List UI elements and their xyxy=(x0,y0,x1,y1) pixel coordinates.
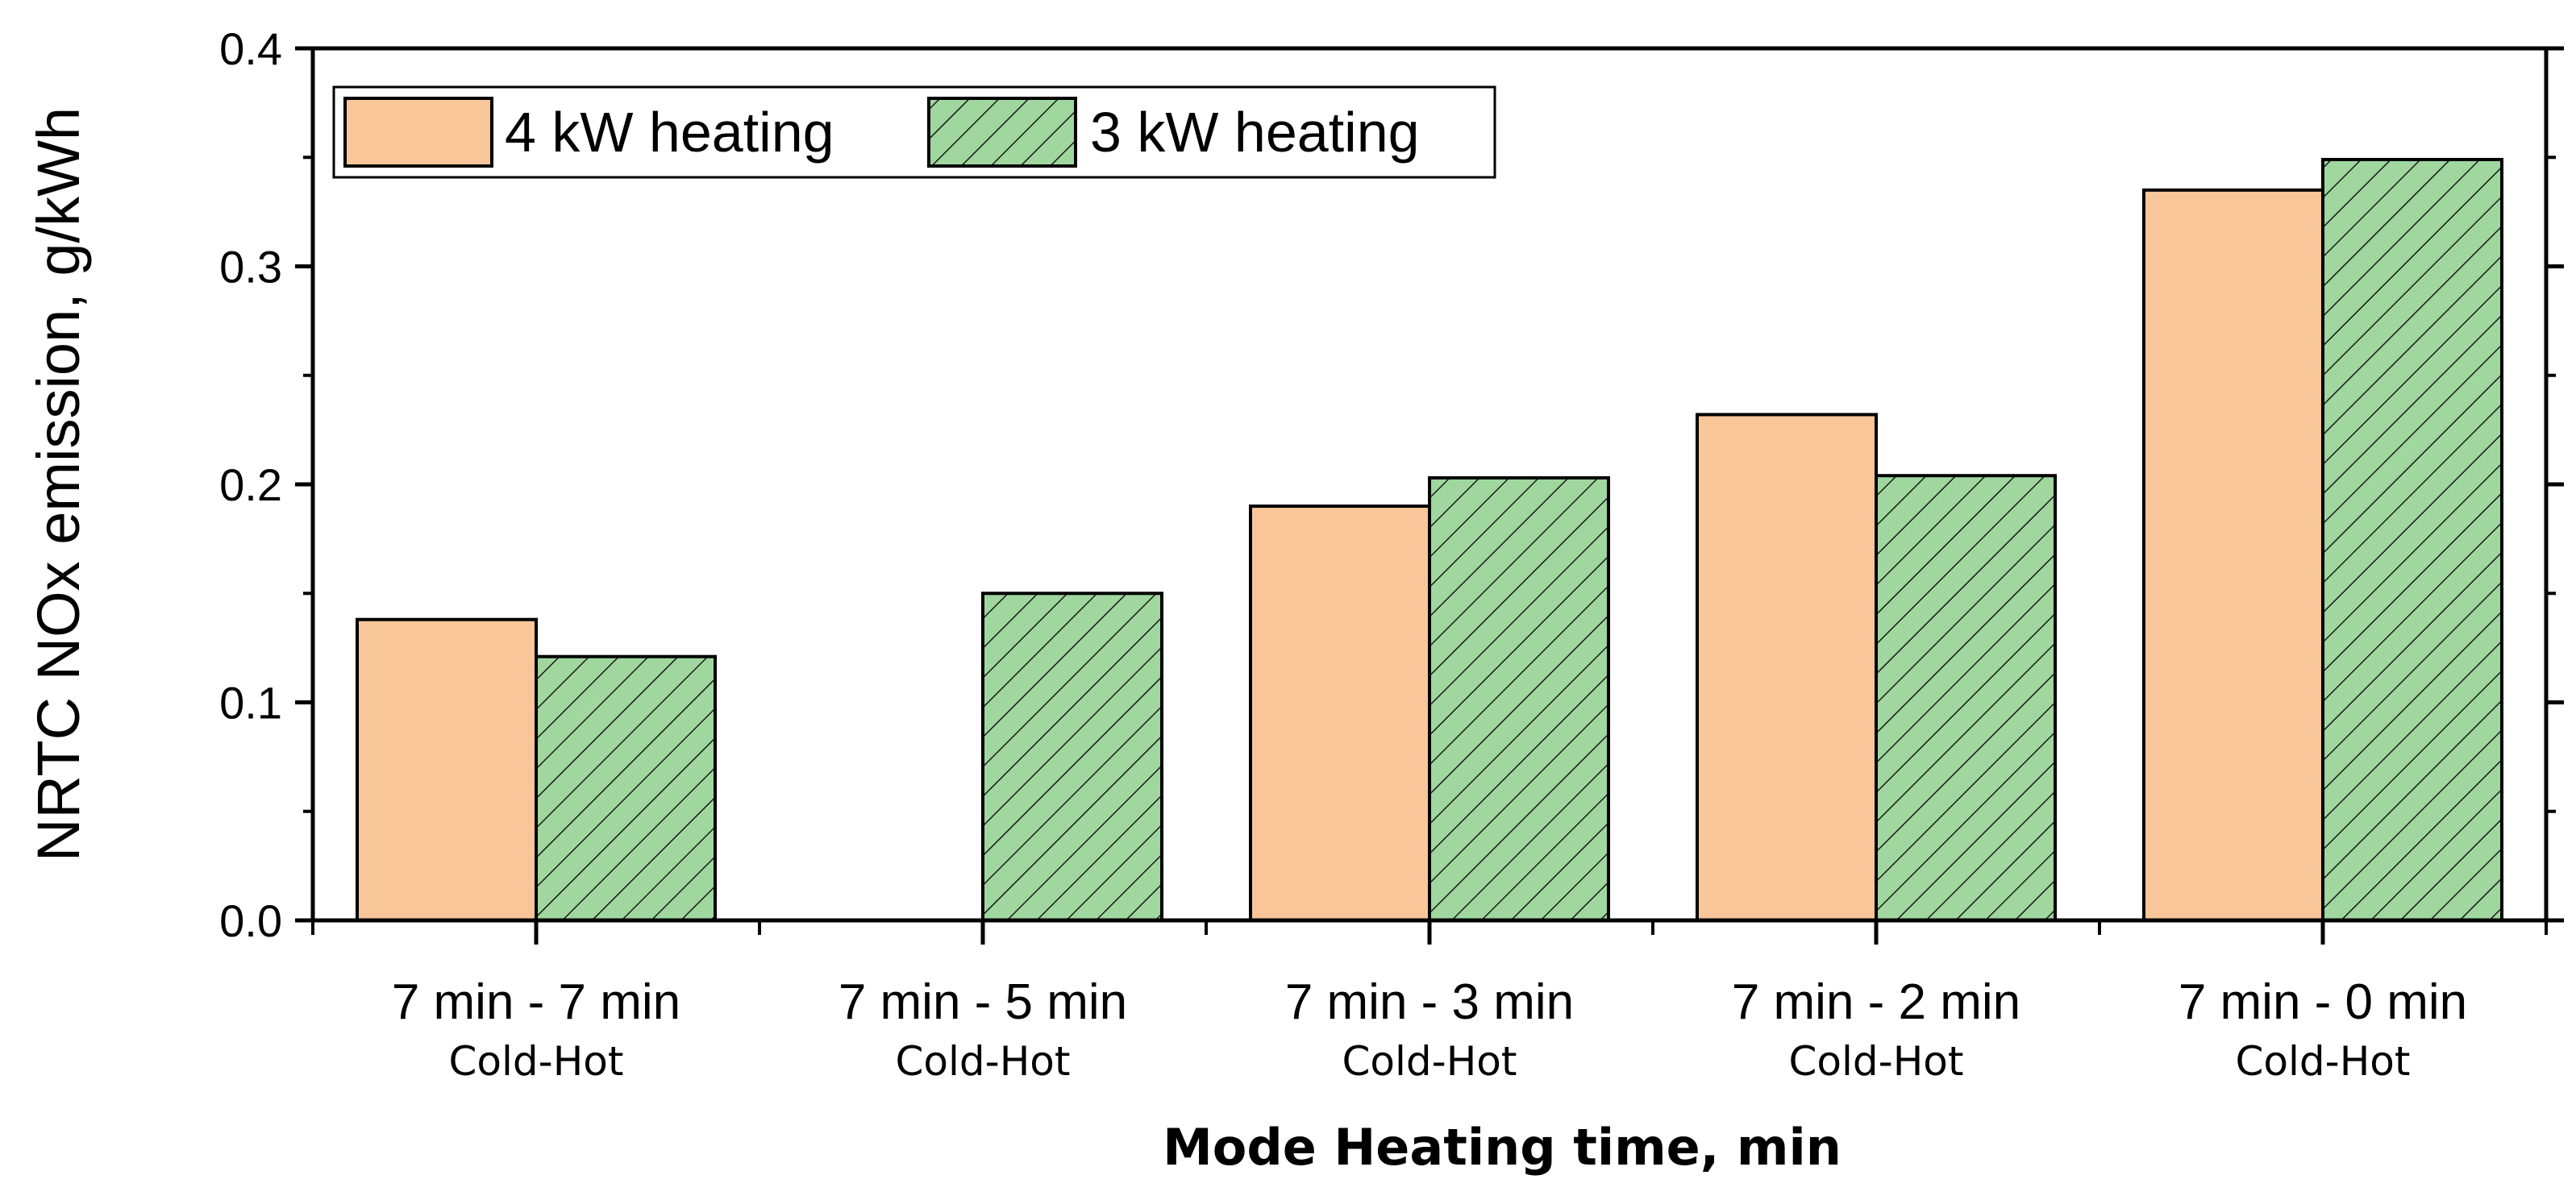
legend-box xyxy=(332,85,1496,179)
x-category-sublabel: Cold-Hot xyxy=(2236,1038,2411,1085)
legend-label-4kw: 4 kW heating xyxy=(505,101,834,164)
y-tick-label: 0.4 xyxy=(219,23,282,74)
x-category-sublabel: Cold-Hot xyxy=(449,1038,624,1085)
legend-swatch-4kw xyxy=(343,97,493,168)
y-tick-label: 0.3 xyxy=(219,242,282,293)
x-axis-title: Mode Heating time, min xyxy=(1163,1118,1841,1177)
y-tick-label: 0.2 xyxy=(219,459,282,510)
x-category-label: 7 min - 3 min xyxy=(1285,974,1574,1030)
x-category-label: 7 min - 5 min xyxy=(839,974,1127,1030)
bar-3kw-2 xyxy=(981,592,1163,922)
x-category-label: 7 min - 7 min xyxy=(392,974,680,1030)
x-category-label: 7 min - 0 min xyxy=(2179,974,2467,1030)
legend-label-3kw: 3 kW heating xyxy=(1090,101,1420,164)
legend-swatch-3kw xyxy=(927,97,1077,168)
bar-4kw-4 xyxy=(1696,413,1878,922)
x-category-sublabel: Cold-Hot xyxy=(1789,1038,1964,1085)
bar-4kw-1 xyxy=(356,617,538,923)
legend: 4 kW heating 3 kW heating xyxy=(332,85,1496,179)
bar-3kw-4 xyxy=(1875,474,2057,922)
bar-3kw-5 xyxy=(2321,157,2503,922)
bar-3kw-1 xyxy=(535,654,717,922)
bar-4kw-3 xyxy=(1249,505,1431,922)
y-axis-title: NRTC NOx emission, g/kWh xyxy=(25,107,92,862)
x-category-sublabel: Cold-Hot xyxy=(896,1038,1071,1085)
y-tick-label: 0.0 xyxy=(219,895,282,946)
x-category-sublabel: Cold-Hot xyxy=(1342,1038,1517,1085)
y-tick-label: 0.1 xyxy=(219,678,282,729)
bar-4kw-5 xyxy=(2142,188,2324,922)
x-category-label: 7 min - 2 min xyxy=(1732,974,2020,1030)
bar-3kw-3 xyxy=(1428,475,1610,922)
